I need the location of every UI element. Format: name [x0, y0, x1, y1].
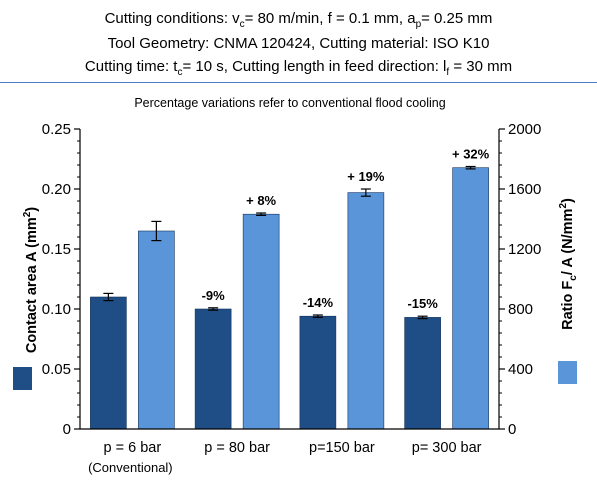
left-tick-label-5: 0.25 — [42, 121, 71, 138]
header-line-1-suffix: = 0.25 mm — [421, 10, 493, 27]
axis-layer: 0 0.05 0.10 0.15 0.20 0.25 0 400 800 1200 1600 2000… — [42, 121, 542, 475]
left-axis-title-text: Contact area A (mm — [24, 217, 40, 353]
annotation-left-1: -9% — [202, 288, 226, 303]
bar-layer: -9% -14% -15% + 8% + 19% + 32% — [90, 147, 490, 430]
bar-right-1 — [242, 213, 280, 430]
right-tick-label-5: 2000 — [508, 121, 541, 138]
bar-left-3 — [404, 317, 441, 430]
right-tick-label-2: 800 — [508, 301, 533, 318]
category-label-3: p= 300 bar — [412, 440, 482, 456]
left-tick-label-4: 0.20 — [42, 181, 71, 198]
header-line-3-prefix: Cutting time: t — [84, 58, 178, 75]
bar-left-2 — [299, 315, 337, 430]
annotation-right-3: + 32% — [452, 147, 490, 162]
right-axis-title: Ratio Fc/ A (N/mm2) — [558, 198, 579, 330]
right-axis-title-text: Ratio F — [560, 281, 576, 330]
right-tick-label-3: 1200 — [508, 241, 541, 258]
header-line-1-mid: = 80 m/min, f = 0.1 mm, a — [244, 10, 416, 27]
left-series-swatch — [13, 367, 32, 390]
header-line-2: Tool Geometry: CNMA 120424, Cutting mate… — [107, 35, 490, 52]
right-tick-label-0: 0 — [508, 421, 516, 438]
right-tick-label-4: 1600 — [508, 181, 541, 198]
svg-text:Ratio Fc/ A (N/mm2): Ratio Fc/ A (N/mm2) — [558, 198, 579, 330]
header-line-1-sub-2: p — [415, 19, 422, 30]
right-series-swatch — [558, 361, 577, 384]
bar-right-0 — [138, 230, 175, 430]
right-axis-title-sup: 2 — [558, 203, 569, 209]
category-sublabel-0: (Conventional) — [88, 460, 173, 475]
left-tick-label-0: 0 — [63, 421, 71, 438]
header-divider — [0, 82, 597, 83]
left-axis-title-sup: 2 — [22, 211, 33, 217]
header-line-3: Cutting time: tc= 10 s, Cutting length i… — [0, 58, 597, 82]
header-line-3-mid: = 10 s, Cutting length in feed direction… — [182, 58, 447, 75]
header-line-3-sub-1: c — [177, 67, 183, 78]
category-label-1: p = 80 bar — [204, 440, 270, 456]
annotation-right-2: + 19% — [347, 169, 385, 184]
annotation-right-1: + 8% — [246, 193, 276, 208]
left-tick-label-2: 0.10 — [42, 301, 71, 318]
bar-right-2 — [347, 192, 385, 430]
header-line-1: Cutting conditions: vc= 80 m/min, f = 0.… — [0, 10, 597, 34]
right-axis-title-sub: c — [568, 275, 579, 281]
right-axis-title-mid: / A (N/mm — [560, 209, 576, 276]
left-tick-label-3: 0.15 — [42, 241, 71, 258]
right-axis-title-suffix: ) — [560, 198, 576, 203]
header-line-1-prefix: Cutting conditions: v — [104, 10, 240, 27]
left-tick-label-1: 0.05 — [42, 361, 71, 378]
right-tick-label-1: 400 — [508, 361, 533, 378]
bar-left-1 — [194, 308, 232, 430]
left-axis-title-suffix: ) — [24, 207, 40, 212]
svg-text:Contact area A (mm2): Contact area A (mm2) — [22, 207, 40, 353]
header-line-3-suffix: = 30 mm — [449, 58, 513, 75]
left-axis-title: Contact area A (mm2) — [22, 207, 40, 353]
annotation-left-2: -14% — [303, 295, 334, 310]
bar-right-3 — [452, 167, 489, 430]
bar-left-0 — [90, 296, 127, 430]
category-label-0: p = 6 bar — [104, 440, 162, 456]
header-line-1-sub-1: c — [239, 19, 245, 30]
annotation-left-3: -15% — [407, 296, 438, 311]
category-label-2: p=150 bar — [309, 440, 375, 456]
header-line-3-sub-2: f — [446, 67, 450, 78]
chart-title: Percentage variations refer to conventio… — [134, 96, 445, 110]
bar-chart: Percentage variations refer to conventio… — [13, 96, 579, 475]
